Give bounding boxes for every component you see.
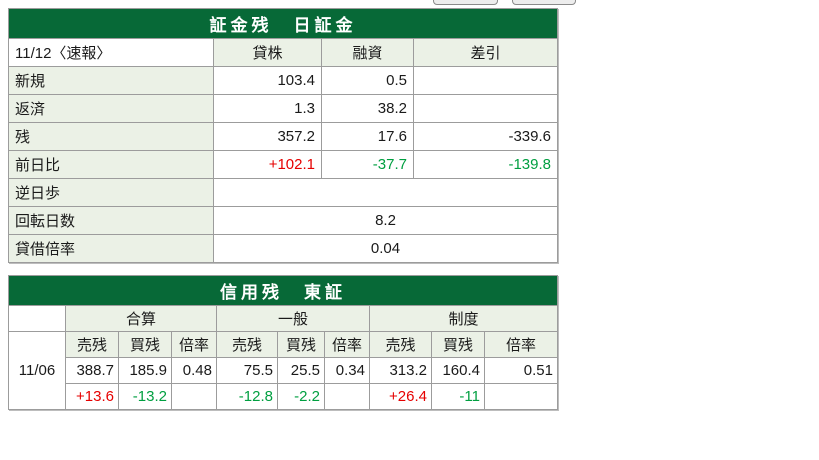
table1-column-header: 貸株 [213,38,322,67]
table2-diffs-row: +13.6 -13.2 -12.8 -2.2 +26.4 -11 [9,383,558,410]
value-cell: -37.7 [321,150,414,179]
row-label: 貸借倍率 [8,234,214,263]
value-cell: 0.5 [321,66,414,95]
diff-cell: +13.6 [65,383,119,410]
row-label: 返済 [8,94,214,123]
row-label: 残 [8,122,214,151]
table2-group-header-row: 合算 一般 制度 [8,305,558,332]
value-cell: -139.8 [413,150,558,179]
value-cell [413,94,558,123]
sub-column-header: 売残 [65,331,119,358]
table-row: 返済 1.3 38.2 [8,94,558,123]
merged-value-cell [213,178,558,207]
row-label: 回転日数 [8,206,214,235]
sub-column-header: 売残 [369,331,432,358]
tables-area: 証金残 日証金 11/12〈速報〉 貸株 融資 差引 新規 103.4 0.5 返済 1.3… [8,8,558,410]
merged-value-cell: 8.2 [213,206,558,235]
value-cell: 0.34 [324,357,370,384]
value-cell [413,66,558,95]
top-cutoff-button-2[interactable] [512,0,576,5]
diff-cell: -2.2 [277,383,325,410]
group-header: 合算 [65,305,217,332]
value-cell: 1.3 [213,94,322,123]
sub-column-header: 買残 [277,331,325,358]
value-cell: -339.6 [413,122,558,151]
table-row: 回転日数 8.2 [8,206,558,235]
shinyou-zan-table: 信用残 東証 合算 一般 制度 11/06 売残 買残 倍率 売残 買残 倍率 売残 買残 倍率 388.… [8,275,558,410]
sub-column-header: 倍率 [171,331,217,358]
merged-value-cell: 0.04 [213,234,558,263]
value-cell: 17.6 [321,122,414,151]
row-label: 新規 [8,66,214,95]
value-cell: 160.4 [431,357,485,384]
table1-date-header: 11/12〈速報〉 [8,38,214,67]
table2-values-row: 388.7 185.9 0.48 75.5 25.5 0.34 313.2 160.4 0.51 [9,357,558,384]
diff-cell: +26.4 [369,383,432,410]
table2-title-bar: 信用残 東証 [8,275,558,306]
table1-title: 証金残 日証金 [8,8,558,39]
value-cell: 25.5 [277,357,325,384]
table-row: 残 357.2 17.6 -339.6 [8,122,558,151]
value-cell: 313.2 [369,357,432,384]
table1-header-row: 11/12〈速報〉 貸株 融資 差引 [8,38,558,67]
value-cell: +102.1 [213,150,322,179]
sub-column-header: 倍率 [484,331,558,358]
table1-title-bar: 証金残 日証金 [8,8,558,39]
diff-cell [324,383,370,410]
table2-corner-cell [8,305,66,332]
value-cell: 0.48 [171,357,217,384]
row-label: 前日比 [8,150,214,179]
table1-column-header: 融資 [321,38,414,67]
sub-column-header: 買残 [118,331,172,358]
diff-cell [484,383,558,410]
table-row: 新規 103.4 0.5 [8,66,558,95]
value-cell: 185.9 [118,357,172,384]
table-row: 逆日歩 [8,178,558,207]
table-row: 貸借倍率 0.04 [8,234,558,263]
table2-date-cell: 11/06 [8,331,66,410]
diff-cell: -11 [431,383,485,410]
table2-subheader-row: 11/06 売残 買残 倍率 売残 買残 倍率 売残 買残 倍率 [8,331,558,410]
value-cell: 38.2 [321,94,414,123]
diff-cell: -12.8 [216,383,278,410]
table-row: 前日比 +102.1 -37.7 -139.8 [8,150,558,179]
shokin-zan-table: 証金残 日証金 11/12〈速報〉 貸株 融資 差引 新規 103.4 0.5 返済 1.3… [8,8,558,263]
row-label: 逆日歩 [8,178,214,207]
value-cell: 103.4 [213,66,322,95]
value-cell: 388.7 [65,357,119,384]
sub-column-header: 売残 [216,331,278,358]
sub-column-header: 買残 [431,331,485,358]
value-cell: 75.5 [216,357,278,384]
value-cell: 0.51 [484,357,558,384]
top-cutoff-button-1[interactable] [433,0,498,5]
diff-cell: -13.2 [118,383,172,410]
value-cell: 357.2 [213,122,322,151]
table2-title: 信用残 東証 [8,275,558,306]
group-header: 一般 [216,305,370,332]
diff-cell [171,383,217,410]
sub-column-header: 倍率 [324,331,370,358]
group-header: 制度 [369,305,558,332]
table1-column-header: 差引 [413,38,558,67]
